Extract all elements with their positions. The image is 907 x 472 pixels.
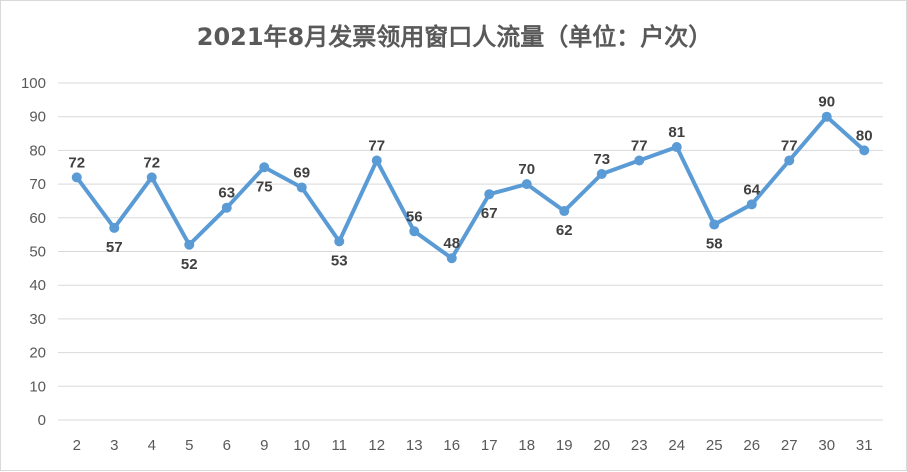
data-label: 57: [106, 239, 123, 256]
x-tick-label: 20: [593, 437, 610, 454]
x-tick-label: 24: [668, 437, 685, 454]
data-point: [334, 236, 345, 247]
series-line: [74, 114, 867, 261]
y-tick-label: 80: [29, 142, 46, 159]
x-tick-label: 16: [443, 437, 460, 454]
x-tick-label: 10: [293, 437, 310, 454]
data-point: [859, 145, 870, 156]
x-tick-label: 31: [856, 437, 873, 454]
x-tick-label: 26: [743, 437, 760, 454]
data-label: 48: [443, 235, 460, 252]
data-point: [259, 162, 270, 173]
x-tick-label: 4: [148, 437, 156, 454]
x-tick-label: 27: [781, 437, 798, 454]
x-tick-label: 13: [406, 437, 423, 454]
x-tick-label: 2: [73, 437, 81, 454]
data-label: 56: [406, 208, 423, 225]
data-label: 53: [331, 252, 348, 269]
x-tick-label: 18: [518, 437, 535, 454]
data-point: [521, 179, 532, 190]
data-point: [109, 222, 120, 233]
y-tick-label: 0: [38, 412, 46, 429]
data-point: [821, 111, 832, 122]
y-tick-label: 90: [29, 109, 46, 126]
x-tick-label: 25: [706, 437, 723, 454]
y-tick-label: 60: [29, 210, 46, 227]
x-tick-label: 23: [631, 437, 648, 454]
data-label: 58: [706, 236, 723, 253]
data-point: [184, 239, 195, 250]
data-point: [709, 219, 720, 230]
data-label: 90: [818, 94, 835, 111]
data-label: 64: [743, 181, 760, 198]
y-tick-label: 70: [29, 176, 46, 193]
x-tick-label: 17: [481, 437, 498, 454]
data-label: 72: [143, 154, 160, 171]
data-label: 52: [181, 256, 198, 273]
x-tick-label: 30: [818, 437, 835, 454]
data-label: 77: [781, 138, 798, 155]
data-label: 72: [68, 154, 85, 171]
data-point: [746, 199, 757, 210]
data-label: 62: [556, 222, 573, 239]
data-point: [146, 172, 157, 183]
x-tick-label: 12: [368, 437, 385, 454]
y-tick-label: 100: [21, 75, 46, 92]
data-point: [446, 253, 457, 264]
data-point: [371, 155, 382, 166]
data-label: 77: [368, 138, 385, 155]
data-label: 70: [518, 161, 535, 178]
data-point: [484, 189, 495, 200]
data-label: 69: [293, 164, 310, 181]
y-tick-label: 10: [29, 378, 46, 395]
data-label: 63: [218, 185, 235, 202]
y-tick-label: 50: [29, 244, 46, 261]
data-point: [596, 168, 607, 179]
data-label: 67: [481, 205, 498, 222]
y-tick-label: 40: [29, 277, 46, 294]
data-point: [784, 155, 795, 166]
data-label: 77: [631, 138, 648, 155]
x-tick-label: 6: [223, 437, 231, 454]
data-point: [409, 226, 420, 237]
chart-title: 2021年8月发票领用窗口人流量（单位：户次）: [196, 23, 713, 51]
x-tick-label: 11: [331, 437, 347, 454]
data-label: 75: [256, 178, 273, 195]
data-point: [671, 142, 682, 153]
data-point: [296, 182, 307, 193]
x-tick-label: 9: [260, 437, 268, 454]
data-point: [71, 172, 82, 183]
data-point: [559, 206, 570, 217]
data-label: 81: [668, 124, 685, 141]
y-tick-label: 30: [29, 311, 46, 328]
data-point: [634, 155, 645, 166]
x-tick-label: 3: [110, 437, 118, 454]
x-tick-label: 19: [556, 437, 573, 454]
data-point: [221, 202, 232, 213]
data-label: 73: [593, 151, 610, 168]
x-tick-label: 5: [185, 437, 193, 454]
y-tick-label: 20: [29, 345, 46, 362]
data-label: 80: [856, 127, 873, 144]
